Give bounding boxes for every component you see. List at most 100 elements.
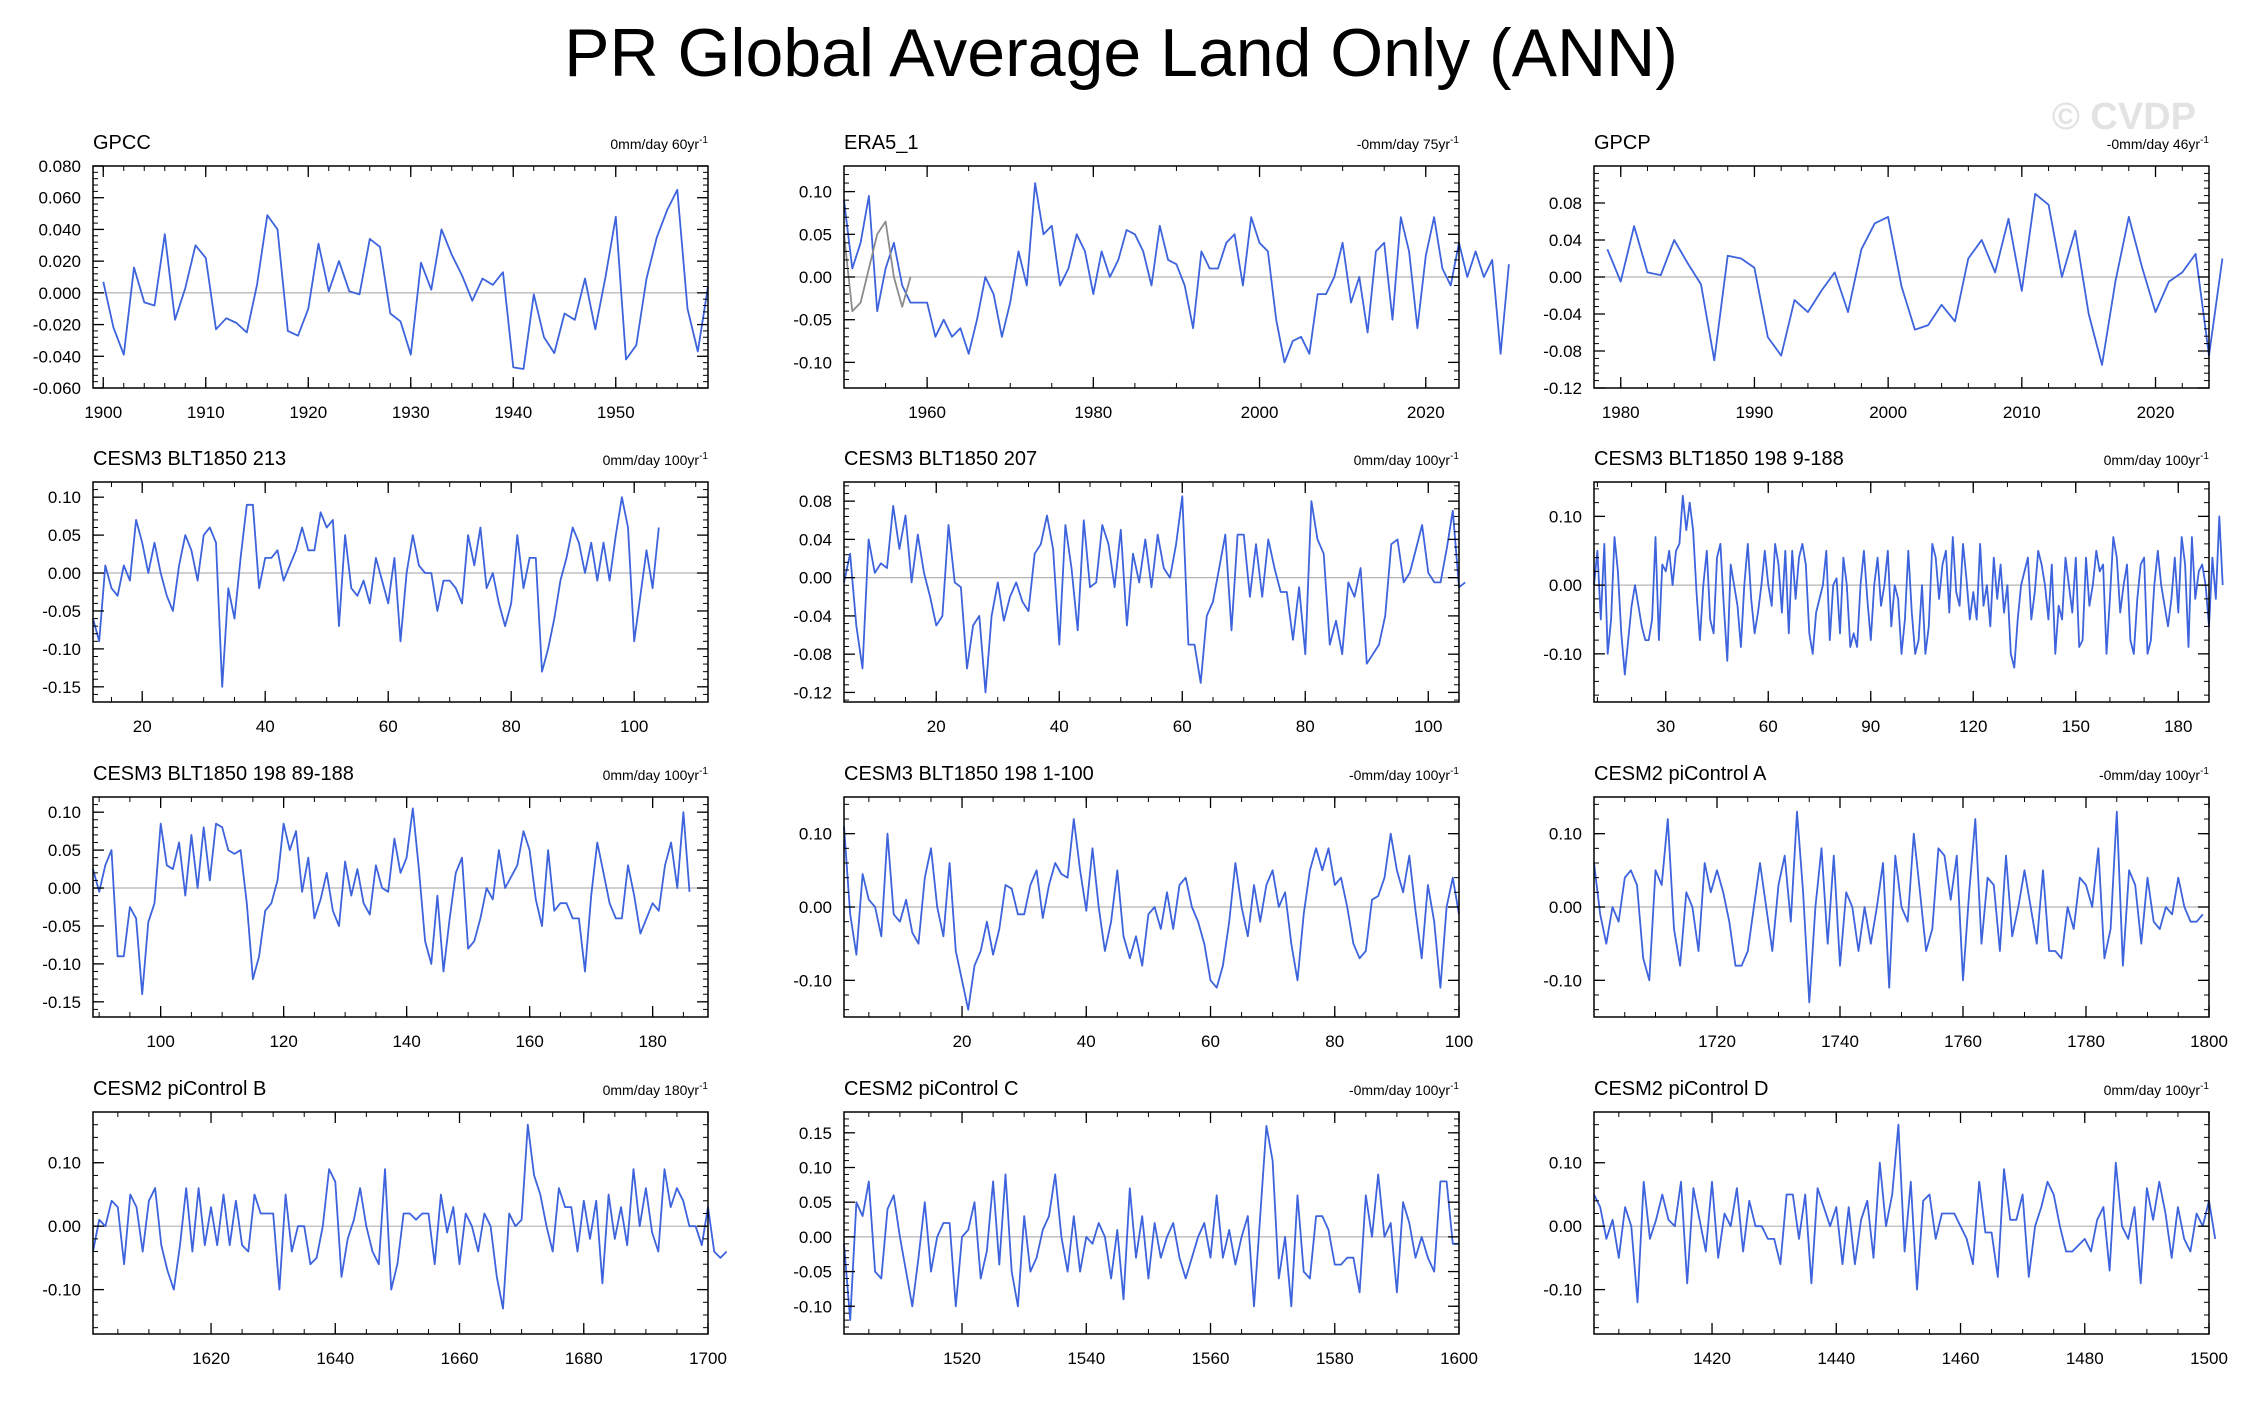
x-tick-label: 1600	[1440, 1349, 1478, 1368]
y-tick-label: -0.12	[1543, 379, 1582, 398]
y-tick-label: -0.05	[793, 1263, 832, 1282]
trend-label: 0mm/day 100yr-1	[603, 766, 709, 783]
x-tick-label: 120	[1959, 717, 1987, 736]
x-tick-label: 1560	[1192, 1349, 1230, 1368]
y-tick-label: -0.020	[33, 316, 81, 335]
x-tick-label: 1920	[289, 403, 327, 422]
x-tick-label: 80	[1325, 1032, 1344, 1051]
y-tick-label: 0.10	[799, 825, 832, 844]
panel-title: CESM3 BLT1850 198 89-188	[93, 763, 354, 785]
x-tick-label: 1760	[1944, 1032, 1982, 1051]
x-tick-label: 90	[1861, 717, 1880, 736]
x-tick-label: 40	[1077, 1032, 1096, 1051]
series-line	[843, 1125, 1459, 1321]
trend-label: 0mm/day 180yr-1	[603, 1081, 709, 1098]
x-tick-label: 2000	[1869, 403, 1907, 422]
y-tick-label: 0.00	[1549, 1217, 1582, 1236]
x-tick-label: 1980	[1074, 403, 1112, 422]
plot-frame	[843, 1111, 1460, 1335]
x-tick-label: 1950	[597, 403, 635, 422]
x-tick-label: 1640	[316, 1349, 354, 1368]
x-tick-label: 60	[1173, 717, 1192, 736]
x-tick-label: 1980	[1602, 403, 1640, 422]
x-tick-label: 60	[379, 717, 398, 736]
y-tick-label: 0.08	[799, 492, 832, 511]
panel-9: 1720 1740 1760 1780 1800 -0.10 0.00 0.10 CESM2 p…	[1543, 763, 2228, 1051]
panel-5: 20 40 60 80 100 -0.12 -0.08 -0.04 0.00 0.04 0.08 CE…	[793, 448, 1466, 736]
y-tick-label: 0.00	[799, 569, 832, 588]
plot-frame	[92, 796, 709, 1018]
y-tick-label: 0.04	[799, 530, 832, 549]
plot-frame	[843, 481, 1460, 703]
series-line	[843, 495, 1466, 694]
x-tick-label: 1930	[392, 403, 430, 422]
x-tick-label: 2000	[1241, 403, 1279, 422]
x-tick-label: 160	[515, 1032, 543, 1051]
panel-title: GPCP	[1594, 132, 1651, 154]
panel-title: GPCC	[93, 132, 151, 154]
x-tick-label: 180	[638, 1032, 666, 1051]
x-tick-label: 100	[146, 1032, 174, 1051]
x-tick-label: 1580	[1316, 1349, 1354, 1368]
trend-label: -0mm/day 75yr-1	[1357, 135, 1460, 152]
x-tick-label: 1800	[2190, 1032, 2228, 1051]
x-tick-label: 30	[1656, 717, 1675, 736]
x-tick-label: 1700	[689, 1349, 727, 1368]
panel-title: CESM3 BLT1850 198 9-188	[1594, 448, 1844, 470]
x-tick-label: 1720	[1698, 1032, 1736, 1051]
y-tick-label: 0.10	[48, 803, 81, 822]
panel-6: 30 60 90 120 150 180 -0.10 0.00 0.10 CESM3 BLT185…	[1543, 448, 2224, 736]
series-line	[92, 496, 660, 688]
y-tick-label: -0.10	[793, 971, 832, 990]
y-tick-label: 0.00	[1549, 898, 1582, 917]
panel-11: 1520 1540 1560 1580 1600 -0.10 -0.05 0.00 0.05 0.…	[793, 1078, 1478, 1368]
y-tick-label: 0.05	[48, 841, 81, 860]
series-line	[92, 1123, 728, 1310]
y-tick-label: -0.04	[1543, 305, 1582, 324]
plot-frame	[92, 1111, 709, 1335]
x-tick-label: 100	[620, 717, 648, 736]
x-tick-label: 140	[392, 1032, 420, 1051]
y-tick-label: -0.08	[793, 645, 832, 664]
y-tick-label: 0.10	[48, 1154, 81, 1173]
trend-label: 0mm/day 100yr-1	[603, 451, 709, 468]
y-tick-label: -0.060	[33, 379, 81, 398]
y-tick-label: -0.05	[793, 311, 832, 330]
panel-7: 100 120 140 160 180 -0.15 -0.10 -0.05 0.00 0.05 0.…	[42, 763, 709, 1051]
y-tick-label: -0.10	[793, 1297, 832, 1316]
x-tick-label: 60	[1759, 717, 1778, 736]
y-tick-label: -0.04	[793, 607, 832, 626]
panel-8: 20 40 60 80 100 -0.10 0.00 0.10 CESM3 BLT1850 19…	[793, 763, 1473, 1051]
x-tick-label: 20	[133, 717, 152, 736]
plot-frame	[92, 481, 709, 703]
x-tick-label: 1520	[943, 1349, 981, 1368]
x-tick-label: 1900	[84, 403, 122, 422]
panel-title: CESM2 piControl C	[844, 1078, 1019, 1100]
y-tick-label: 0.10	[1549, 825, 1582, 844]
x-tick-label: 1440	[1817, 1349, 1855, 1368]
x-tick-label: 1620	[192, 1349, 230, 1368]
x-tick-label: 1660	[441, 1349, 479, 1368]
y-tick-label: -0.10	[42, 955, 81, 974]
plot-frame	[92, 165, 709, 389]
y-tick-label: -0.08	[1543, 342, 1582, 361]
y-tick-label: 0.00	[1549, 268, 1582, 287]
y-tick-label: 0.00	[48, 879, 81, 898]
x-tick-label: 1460	[1942, 1349, 1980, 1368]
x-tick-label: 1780	[2067, 1032, 2105, 1051]
x-tick-label: 40	[256, 717, 275, 736]
x-tick-label: 100	[1414, 717, 1442, 736]
y-tick-label: -0.10	[1543, 645, 1582, 664]
y-tick-label: 0.04	[1549, 231, 1582, 250]
y-tick-label: -0.15	[42, 993, 81, 1012]
y-tick-label: -0.10	[1543, 971, 1582, 990]
y-tick-label: 0.10	[48, 488, 81, 507]
y-tick-label: 0.00	[799, 898, 832, 917]
panel-4: 20 40 60 80 100 -0.15 -0.10 -0.05 0.00 0.05 0.10 CE…	[42, 448, 709, 736]
trend-label: 0mm/day 100yr-1	[1354, 451, 1460, 468]
series-line	[1606, 192, 2224, 366]
y-tick-label: 0.060	[38, 189, 81, 208]
panel-1: 1900 1910 1920 1930 1940 1950 -0.060 -0.040 -0.0…	[33, 132, 709, 422]
panel-title: ERA5_1	[844, 132, 919, 154]
